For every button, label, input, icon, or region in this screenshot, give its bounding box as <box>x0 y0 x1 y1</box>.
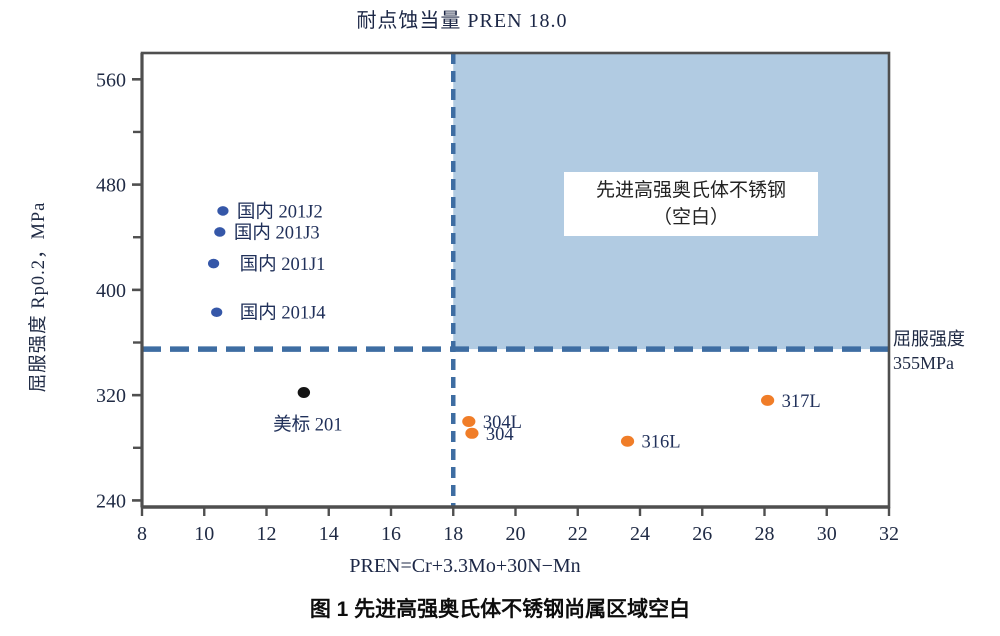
data-point <box>620 435 635 447</box>
data-point-label: 美标 201 <box>273 415 342 436</box>
x-tick-label: 30 <box>817 523 837 545</box>
plot-area: 8 10 12 14 16 18 20 22 24 26 28 30 32 240 320 400 480 560… <box>96 51 899 545</box>
shaded-region-label: 先进高强奥氏体不锈钢 （空白） <box>564 172 818 236</box>
x-tick-label: 22 <box>568 523 588 545</box>
yield-strength-annotation: 屈服强度 355MPa <box>893 327 965 375</box>
x-tick-label: 14 <box>319 523 339 545</box>
data-point <box>207 258 220 269</box>
annotation-line1: 屈服强度 <box>893 329 965 349</box>
data-point <box>214 227 226 237</box>
data-point-label: 国内 201J3 <box>234 222 320 243</box>
annotation-line2: 355MPa <box>893 353 955 373</box>
data-point <box>211 307 223 318</box>
y-axis-title: 屈服强度 Rp0.2，MPa <box>29 201 49 393</box>
region-label-line1: 先进高强奥氏体不锈钢 <box>595 180 786 201</box>
figure-caption: 图 1 先进高强奥氏体不锈钢尚属区域空白 <box>309 598 691 621</box>
x-tick-label: 24 <box>630 523 650 545</box>
x-tick-label: 32 <box>879 523 899 545</box>
y-tick-label: 560 <box>96 69 126 91</box>
data-point-label: 316L <box>642 433 681 453</box>
chart-title: 耐点蚀当量 PREN 18.0 <box>356 10 568 32</box>
data-point-label: 国内 201J4 <box>240 303 326 324</box>
region-label-line2: （空白） <box>652 207 729 228</box>
x-tick-label: 18 <box>443 523 463 545</box>
x-tick-label: 16 <box>381 523 401 545</box>
x-tick-label: 12 <box>257 523 277 545</box>
data-point <box>462 415 476 427</box>
x-tick-label: 10 <box>194 523 214 545</box>
x-tick-label: 28 <box>755 523 775 545</box>
y-tick-label: 480 <box>96 175 126 197</box>
scatter-chart: 8 10 12 14 16 18 20 22 24 26 28 30 32 240 320 400 480 560… <box>96 51 899 545</box>
data-point-label: 国内 201J1 <box>240 254 326 275</box>
y-tick-label: 320 <box>96 385 126 407</box>
data-point-label: 304 <box>486 425 514 445</box>
data-point-label: 317L <box>782 392 821 412</box>
data-point <box>465 427 479 439</box>
data-point <box>761 394 775 406</box>
data-point <box>297 387 311 399</box>
x-tick-label: 20 <box>506 523 526 545</box>
data-point <box>217 206 229 216</box>
y-tick-label: 240 <box>96 490 126 512</box>
data-point-label: 国内 201J2 <box>237 201 323 222</box>
y-tick-label: 400 <box>96 280 126 302</box>
x-axis-title: PREN=Cr+3.3Mo+30N−Mn <box>349 555 581 577</box>
data-point-label: 304L <box>483 413 522 433</box>
x-tick-label: 26 <box>692 523 712 545</box>
x-tick-label: 8 <box>137 523 147 545</box>
